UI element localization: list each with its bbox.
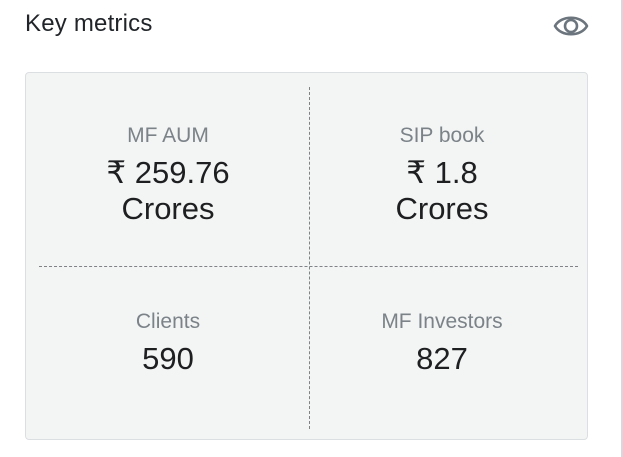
- scrollbar-edge: [621, 0, 623, 457]
- metric-sip-book: SIP book ₹ 1.8 Crores: [302, 123, 582, 227]
- horizontal-divider: [39, 266, 578, 267]
- metric-mf-aum: MF AUM ₹ 259.76 Crores: [28, 123, 308, 227]
- metric-label: Clients: [135, 310, 201, 333]
- metric-value: ₹ 259.76 Crores: [28, 155, 308, 227]
- metric-value: 827: [416, 341, 468, 376]
- metric-value: ₹ 1.8 Crores: [302, 155, 582, 227]
- metric-value-unit: Crores: [395, 191, 489, 226]
- metric-value: 590: [142, 341, 194, 376]
- metric-value-amount: ₹ 1.8: [406, 155, 478, 190]
- widget-title: Key metrics: [25, 10, 153, 37]
- metric-value-unit: Crores: [121, 191, 215, 226]
- metric-label: MF AUM: [127, 124, 209, 147]
- metrics-card: MF AUM ₹ 259.76 Crores SIP book ₹ 1.8 Cr…: [25, 72, 588, 440]
- eye-icon[interactable]: [553, 12, 589, 40]
- metric-clients: Clients 590: [28, 309, 308, 377]
- metric-mf-investors: MF Investors 827: [302, 309, 582, 377]
- metric-label: MF Investors: [381, 310, 503, 333]
- metric-value-amount: ₹ 259.76: [106, 155, 230, 190]
- metric-label: SIP book: [399, 124, 485, 147]
- vertical-divider: [309, 87, 310, 429]
